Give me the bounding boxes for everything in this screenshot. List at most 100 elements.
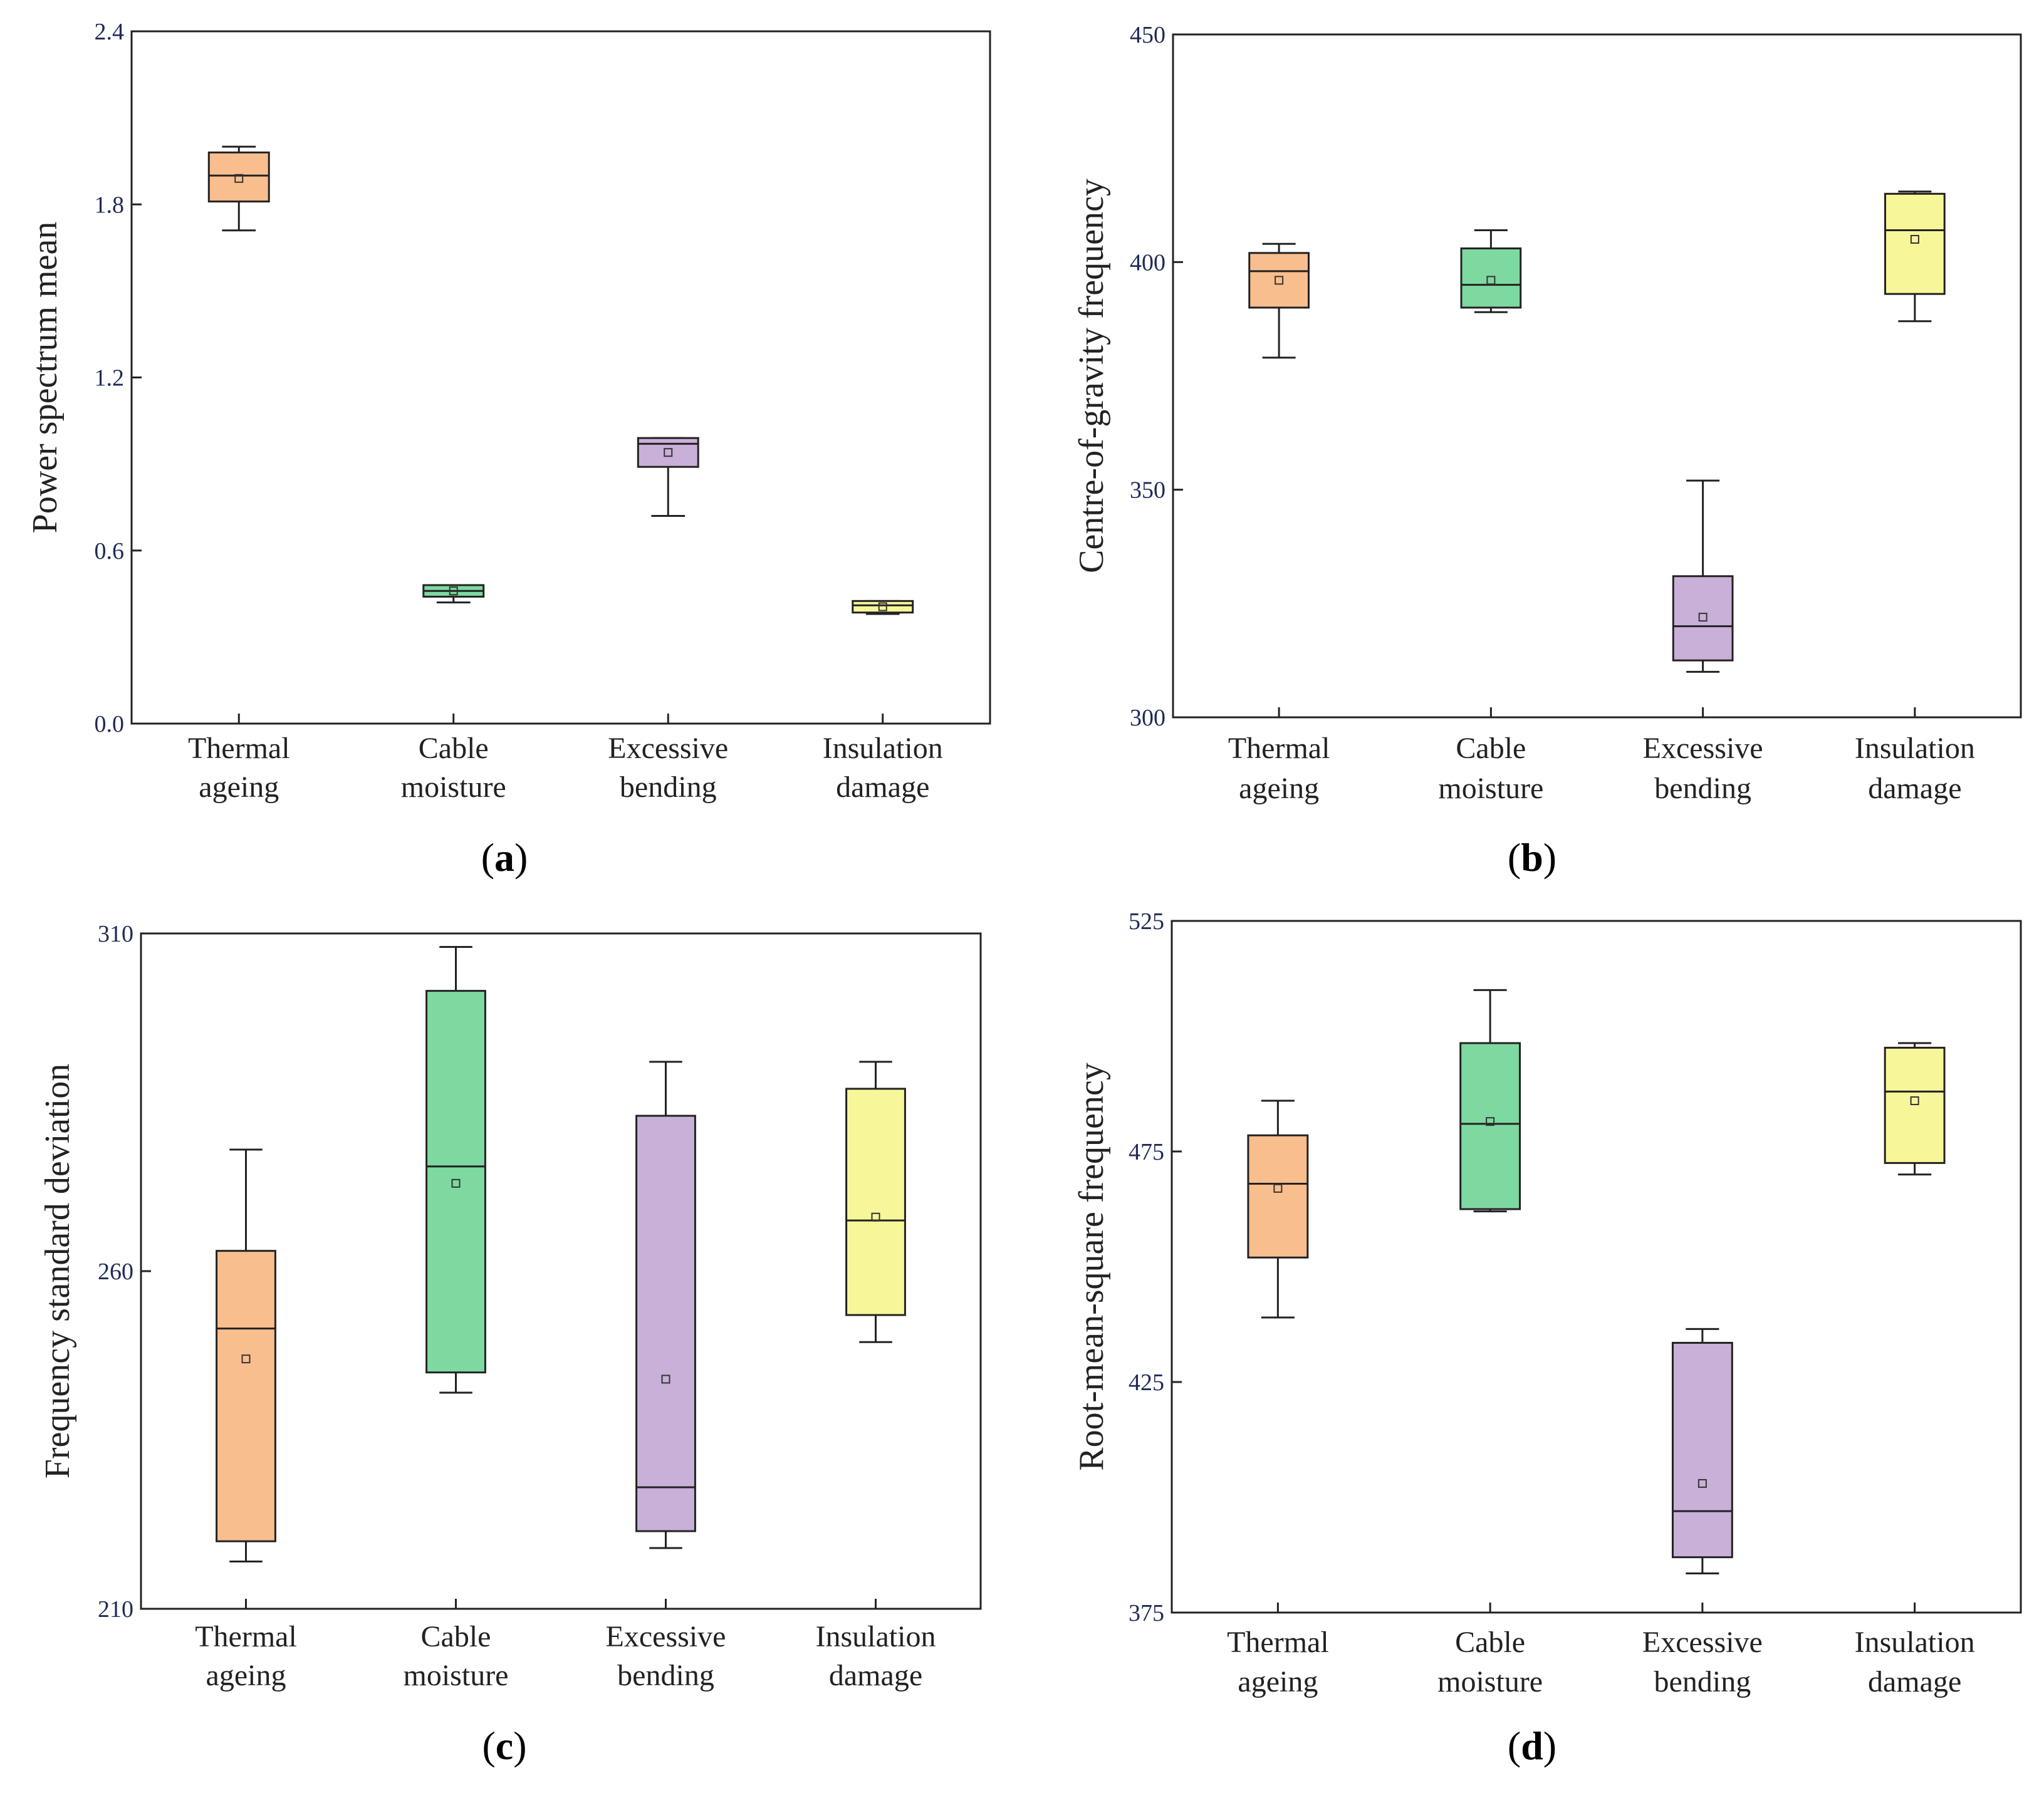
mean-marker: [1910, 235, 1919, 244]
mean-marker: [664, 448, 673, 457]
x-category-label: Insulation: [816, 1620, 936, 1653]
box-body: [1884, 1046, 1946, 1164]
x-category-label: Excessive: [1643, 732, 1763, 765]
x-category-label: Thermal: [195, 1620, 297, 1653]
plot-frame: [1171, 920, 2022, 1614]
box-cable-moisture: [422, 584, 485, 724]
mean-marker: [234, 174, 244, 183]
box-body: [1460, 247, 1522, 309]
x-category-label: damage: [1868, 1665, 1961, 1698]
plot-frame: [1172, 33, 2022, 719]
x-category-label: Insulation: [1855, 1626, 1975, 1659]
box-body: [425, 990, 486, 1374]
x-category-label: damage: [1868, 772, 1961, 805]
mean-marker: [1486, 276, 1496, 285]
y-axis-label: Root-mean-square frequency: [1072, 1063, 1111, 1471]
x-category-label: ageing: [1239, 772, 1319, 805]
box-thermal-ageing: [207, 145, 270, 724]
box-excessive-bending: [637, 437, 699, 724]
x-category-label: bending: [617, 1659, 714, 1692]
y-tick-label: 525: [1129, 908, 1164, 935]
panel-label: (c): [482, 1723, 526, 1768]
box-insulation-damage: [1884, 1042, 1946, 1613]
panel-c: 210 260 310 Frequency standard deviation The…: [38, 921, 982, 1768]
x-category-label: Cable: [1455, 1626, 1525, 1659]
box-body: [1247, 1134, 1309, 1259]
mean-marker: [661, 1374, 670, 1384]
box-cable-moisture: [425, 946, 486, 1609]
box-body: [1459, 1042, 1521, 1210]
box-thermal-ageing: [1248, 242, 1310, 717]
panel-label: (d): [1508, 1723, 1556, 1768]
mean-marker: [449, 586, 458, 596]
box-excessive-bending: [1672, 479, 1734, 717]
x-category-label: bending: [1654, 772, 1751, 805]
x-category-label: Excessive: [608, 732, 728, 765]
x-category-label: Excessive: [606, 1620, 726, 1653]
x-category-label: Insulation: [1855, 732, 1975, 765]
x-category-label: moisture: [401, 771, 506, 804]
box-cable-moisture: [1460, 229, 1522, 717]
y-tick-label: 210: [98, 1596, 133, 1623]
x-category-label: Excessive: [1642, 1626, 1763, 1659]
plot-frame: [130, 30, 991, 725]
box-insulation-damage: [845, 1061, 906, 1609]
x-category-label: damage: [829, 1659, 922, 1692]
x-category-label: ageing: [1238, 1665, 1318, 1698]
y-axis-label: Power spectrum mean: [26, 222, 65, 534]
y-tick-label: 260: [98, 1259, 133, 1285]
mean-marker: [1698, 613, 1708, 622]
y-tick-label: 425: [1129, 1369, 1164, 1396]
mean-marker: [1486, 1117, 1495, 1126]
y-tick-label: 350: [1130, 477, 1165, 504]
x-category-label: ageing: [199, 771, 279, 804]
x-category-label: bending: [1654, 1665, 1751, 1698]
y-tick-label: 300: [1130, 705, 1165, 731]
x-category-label: moisture: [404, 1659, 509, 1692]
y-tick-label: 450: [1130, 22, 1165, 48]
box-body: [1672, 575, 1734, 662]
y-tick-label: 400: [1130, 249, 1165, 276]
y-tick-label: 310: [98, 921, 133, 947]
x-category-label: ageing: [206, 1659, 286, 1692]
mean-marker: [241, 1354, 251, 1364]
box-body: [637, 437, 699, 468]
x-category-label: Thermal: [1227, 1626, 1329, 1659]
box-body: [852, 600, 914, 614]
box-excessive-bending: [635, 1061, 696, 1609]
box-body: [216, 1250, 276, 1542]
y-tick-label: 2.4: [95, 19, 125, 45]
box-body: [1884, 192, 1946, 295]
box-body: [207, 151, 270, 203]
box-insulation-damage: [852, 600, 914, 724]
box-excessive-bending: [1671, 1328, 1733, 1613]
box-body: [1248, 252, 1310, 309]
mean-marker: [871, 1212, 880, 1222]
mean-marker: [1697, 1478, 1707, 1488]
box-body: [845, 1088, 906, 1316]
y-tick-label: 375: [1129, 1600, 1164, 1626]
x-category-label: Cable: [421, 1620, 491, 1653]
mean-marker: [878, 602, 887, 611]
y-axis-label: Centre-of-gravity frequency: [1072, 179, 1111, 573]
box-body: [635, 1115, 696, 1532]
panel-label: (b): [1508, 835, 1556, 880]
mean-marker: [1273, 1183, 1283, 1193]
box-thermal-ageing: [216, 1148, 276, 1609]
x-category-label: Cable: [1456, 732, 1526, 765]
box-cable-moisture: [1459, 989, 1521, 1613]
mean-marker: [451, 1178, 461, 1188]
box-thermal-ageing: [1247, 1099, 1309, 1613]
box-body: [1671, 1341, 1733, 1559]
mean-marker: [1910, 1096, 1919, 1106]
y-tick-label: 0.6: [95, 538, 125, 564]
y-tick-label: 1.8: [95, 192, 125, 218]
x-category-label: Cable: [419, 732, 489, 765]
x-category-label: Thermal: [1228, 732, 1330, 765]
box-insulation-damage: [1884, 190, 1946, 717]
panel-d: 375 425 475 525 Root-mean-square frequency Th…: [1072, 908, 2022, 1768]
panel-a: 0.0 0.6 1.2 1.8 2.4 Power spectrum mean Therma…: [26, 19, 991, 880]
y-tick-label: 0.0: [95, 711, 125, 737]
y-tick-label: 475: [1129, 1139, 1164, 1165]
